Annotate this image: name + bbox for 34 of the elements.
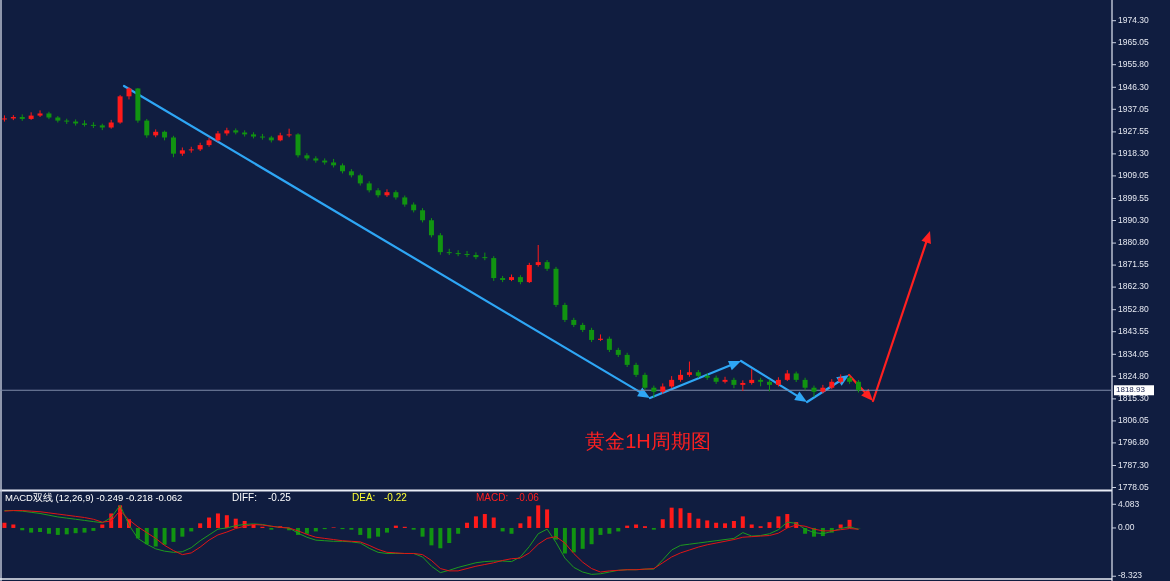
annotation: MACD: <box>476 492 509 503</box>
y-tick-label: 1834.05 <box>1118 348 1149 359</box>
y-tick-label: 1787.30 <box>1118 459 1149 470</box>
y-tick-label: 1946.30 <box>1118 81 1149 92</box>
y-tick-label: 1899.55 <box>1118 192 1149 203</box>
y-tick-label: 1909.05 <box>1118 170 1149 181</box>
annotation: -0.22 <box>384 492 408 503</box>
y-tick-label: 1880.80 <box>1118 237 1149 248</box>
annotation: DIFF: <box>232 492 257 503</box>
y-tick-label: -8.323 <box>1118 570 1143 581</box>
annotation: 黄金1H周期图 <box>585 430 711 453</box>
ref-line-label: 1818.93 <box>1116 385 1146 395</box>
annotation: -0.25 <box>268 492 292 503</box>
y-tick-label: 1937.05 <box>1118 103 1149 114</box>
y-tick-label: 1955.80 <box>1118 58 1149 69</box>
y-tick-label: 1843.55 <box>1118 325 1149 336</box>
y-tick-label: 1871.55 <box>1118 259 1149 270</box>
chart-title: MACD双线 (12,26,9) -0.249 -0.218 -0.062 <box>5 492 183 503</box>
y-tick-label: 1965.05 <box>1118 36 1149 47</box>
y-tick-label: 1862.30 <box>1118 281 1149 292</box>
y-tick-label: 4.083 <box>1118 498 1140 509</box>
y-tick-label: 1778.05 <box>1118 481 1149 492</box>
annotation: DEA: <box>352 492 376 503</box>
y-tick-label: 1974.30 <box>1118 14 1149 25</box>
y-tick-label: 0.00 <box>1118 522 1135 533</box>
y-tick-label: 1918.30 <box>1118 148 1149 159</box>
y-tick-label: 1824.80 <box>1118 370 1149 381</box>
y-tick-label: 1890.30 <box>1118 214 1149 225</box>
annotation: -0.06 <box>516 492 540 503</box>
y-tick-label: 1796.80 <box>1118 437 1149 448</box>
y-tick-label: 1815.30 <box>1118 393 1149 404</box>
y-tick-label: 1806.05 <box>1118 415 1149 426</box>
y-tick-label: 1852.80 <box>1118 303 1149 314</box>
y-tick-label: 1927.55 <box>1118 126 1149 137</box>
